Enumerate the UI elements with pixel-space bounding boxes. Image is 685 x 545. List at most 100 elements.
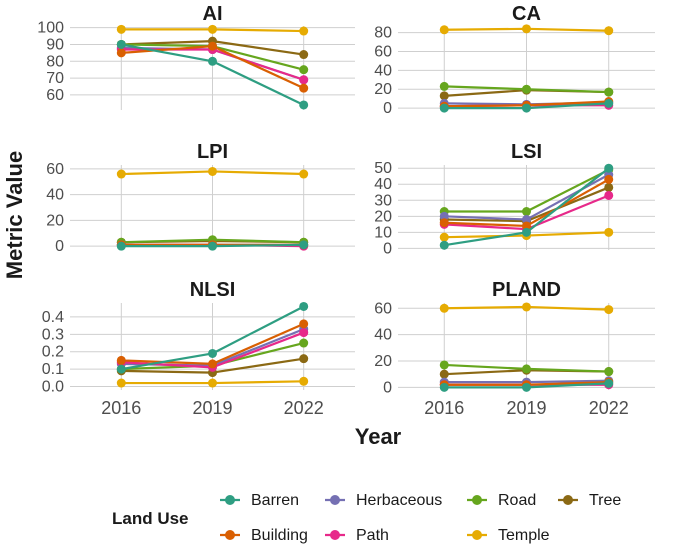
data-point-road [439, 360, 449, 370]
y-tick-label: 60 [374, 300, 392, 317]
data-point-barren [208, 348, 217, 358]
data-point-barren [208, 241, 217, 251]
data-point-tree [439, 369, 449, 379]
panel-title: CA [512, 3, 541, 25]
legend: Land Use Barren Herbaceous Road Tree Buildin… [112, 492, 621, 544]
data-point-barren [208, 56, 217, 66]
data-point-temple [299, 376, 309, 386]
y-tick-label: 0.0 [42, 379, 64, 396]
panel-title: LSI [511, 141, 542, 163]
y-tick-label: 0 [55, 238, 64, 255]
data-point-barren [299, 240, 309, 250]
y-tick-label: 40 [374, 62, 392, 79]
data-point-barren [116, 39, 126, 49]
legend-item-road: Road [467, 492, 536, 509]
x-axis-title: Year [355, 424, 402, 449]
chart-panels: AI60708090100CA020406080LPI0204060LSI010… [37, 3, 655, 418]
legend-label: Barren [251, 492, 299, 509]
data-point-path [299, 328, 309, 338]
data-point-barren [299, 301, 309, 311]
data-point-road [604, 367, 614, 377]
data-point-tree [439, 91, 449, 101]
legend-title: Land Use [112, 509, 189, 528]
data-point-road [604, 87, 614, 97]
y-tick-label: 0 [383, 240, 392, 257]
legend-key-dot [330, 495, 340, 505]
data-point-tree [299, 354, 309, 364]
y-tick-label: 0 [383, 379, 392, 396]
legend-key-dot [472, 495, 482, 505]
y-tick-label: 100 [37, 20, 64, 37]
data-point-herbaceous [522, 215, 531, 225]
panel-title: NLSI [190, 279, 236, 301]
y-tick-label: 40 [374, 176, 392, 193]
y-tick-label: 10 [374, 224, 392, 241]
data-point-barren [522, 382, 531, 392]
panel-title: AI [203, 3, 223, 25]
data-point-building [116, 48, 126, 58]
y-tick-label: 60 [46, 87, 64, 104]
data-point-temple [116, 378, 126, 388]
data-point-barren [522, 227, 531, 237]
data-point-barren [604, 98, 614, 108]
data-point-temple [604, 305, 614, 315]
y-tick-label: 50 [374, 160, 392, 177]
y-axis-title: Metric Value [2, 151, 27, 279]
y-tick-label: 30 [374, 192, 392, 209]
y-tick-label: 90 [46, 36, 64, 53]
y-tick-label: 80 [46, 53, 64, 70]
y-tick-label: 20 [374, 208, 392, 225]
y-tick-label: 0 [383, 100, 392, 117]
data-point-temple [439, 232, 449, 242]
legend-key-dot [330, 530, 340, 540]
y-tick-label: 60 [46, 161, 64, 178]
legend-label: Herbaceous [356, 492, 442, 509]
data-point-path [604, 190, 614, 200]
data-point-building [116, 355, 126, 365]
data-point-temple [116, 24, 126, 34]
data-point-building [439, 218, 449, 228]
data-point-barren [116, 241, 126, 251]
y-tick-label: 0.2 [42, 344, 64, 361]
data-point-temple [522, 24, 531, 34]
x-tick-label: 2019 [506, 398, 546, 418]
legend-label: Tree [589, 492, 621, 509]
y-tick-label: 20 [374, 353, 392, 370]
legend-label: Road [498, 492, 536, 509]
y-tick-label: 70 [46, 70, 64, 87]
y-tick-label: 0.3 [42, 326, 64, 343]
data-point-temple [604, 227, 614, 237]
x-tick-label: 2022 [284, 398, 324, 418]
data-point-temple [208, 378, 217, 388]
data-point-building [522, 221, 531, 231]
data-point-temple [299, 169, 309, 179]
data-point-barren [604, 378, 614, 388]
data-point-road [439, 81, 449, 91]
y-tick-label: 80 [374, 25, 392, 42]
data-point-barren [439, 103, 449, 113]
panel-title: LPI [197, 141, 228, 163]
panel-nlsi: NLSI 0.00.10.20.30.4 2016 2019 2022 [42, 279, 355, 418]
legend-key-dot [225, 495, 235, 505]
legend-key-dot [563, 495, 573, 505]
x-tick-label: 2022 [589, 398, 629, 418]
data-point-barren [439, 240, 449, 250]
legend-key-dot [225, 530, 235, 540]
y-tick-label: 40 [46, 187, 64, 204]
legend-item-path: Path [325, 527, 389, 544]
data-point-road [522, 207, 531, 217]
data-point-path [299, 75, 309, 85]
legend-label: Temple [498, 527, 550, 544]
panel-pland: PLAND 0 20 40 60 2016 2019 2022 [374, 279, 655, 418]
data-point-road [522, 84, 531, 94]
data-point-temple [208, 166, 217, 176]
data-point-tree [299, 50, 309, 60]
legend-item-tree: Tree [558, 492, 621, 509]
data-point-temple [439, 303, 449, 313]
y-tick-label: 60 [374, 43, 392, 60]
data-point-temple [604, 26, 614, 36]
panel-title: PLAND [492, 279, 561, 301]
